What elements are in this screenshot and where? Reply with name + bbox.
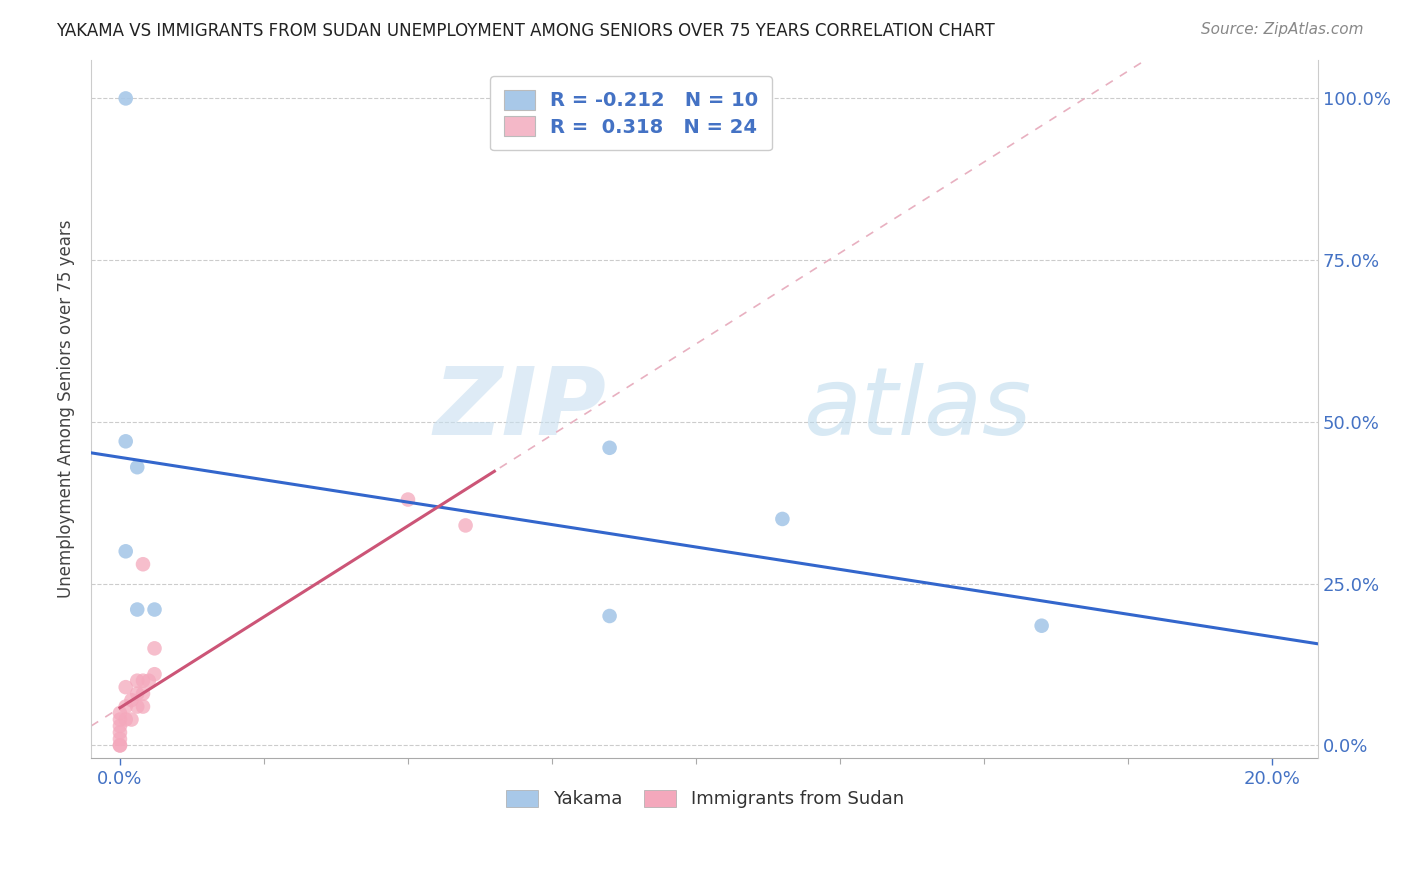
- Point: [108, 706, 131, 720]
- Point: [127, 687, 149, 701]
- Point: [132, 673, 155, 688]
- Point: [108, 725, 131, 739]
- Point: [599, 609, 621, 624]
- Point: [108, 719, 131, 733]
- Point: [770, 512, 793, 526]
- Text: Source: ZipAtlas.com: Source: ZipAtlas.com: [1201, 22, 1364, 37]
- Point: [127, 602, 149, 616]
- Point: [108, 713, 131, 727]
- Point: [108, 739, 131, 753]
- Legend: Yakama, Immigrants from Sudan: Yakama, Immigrants from Sudan: [498, 782, 911, 815]
- Point: [114, 434, 136, 449]
- Point: [114, 544, 136, 558]
- Point: [127, 699, 149, 714]
- Point: [132, 558, 155, 572]
- Point: [138, 673, 160, 688]
- Point: [454, 518, 477, 533]
- Point: [143, 667, 166, 681]
- Text: atlas: atlas: [803, 363, 1031, 454]
- Point: [127, 673, 149, 688]
- Point: [114, 680, 136, 694]
- Point: [114, 713, 136, 727]
- Text: ZIP: ZIP: [433, 363, 606, 455]
- Point: [143, 641, 166, 656]
- Point: [114, 91, 136, 105]
- Point: [143, 602, 166, 616]
- Point: [132, 687, 155, 701]
- Point: [1031, 618, 1053, 632]
- Point: [121, 713, 143, 727]
- Point: [132, 699, 155, 714]
- Point: [108, 739, 131, 753]
- Y-axis label: Unemployment Among Seniors over 75 years: Unemployment Among Seniors over 75 years: [58, 219, 75, 599]
- Point: [108, 731, 131, 746]
- Point: [127, 460, 149, 475]
- Point: [599, 441, 621, 455]
- Point: [114, 699, 136, 714]
- Text: YAKAMA VS IMMIGRANTS FROM SUDAN UNEMPLOYMENT AMONG SENIORS OVER 75 YEARS CORRELA: YAKAMA VS IMMIGRANTS FROM SUDAN UNEMPLOY…: [56, 22, 995, 40]
- Point: [396, 492, 419, 507]
- Point: [121, 693, 143, 707]
